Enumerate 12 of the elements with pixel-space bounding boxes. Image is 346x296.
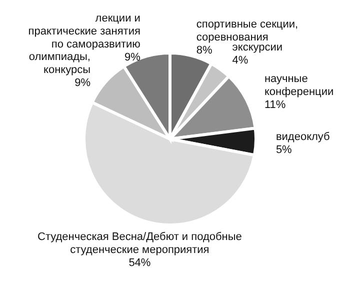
slice-label: научные конференции xyxy=(264,72,334,98)
slice-label: Студенческая Весна/Дебют и подобные студенческие мероприятия xyxy=(38,231,242,256)
slice-label: экскурсии xyxy=(232,42,283,54)
data-label: 11% xyxy=(264,98,286,111)
data-label: 4% xyxy=(232,54,248,67)
data-label: 5% xyxy=(276,144,292,156)
data-label: 8% xyxy=(196,44,212,56)
slice-label: олимпиады, конкурсы xyxy=(28,50,91,76)
data-label: 54% xyxy=(128,257,151,270)
data-label: 9% xyxy=(124,52,141,64)
data-label: 9% xyxy=(74,76,91,89)
slice-label: видеоклуб xyxy=(276,130,330,143)
